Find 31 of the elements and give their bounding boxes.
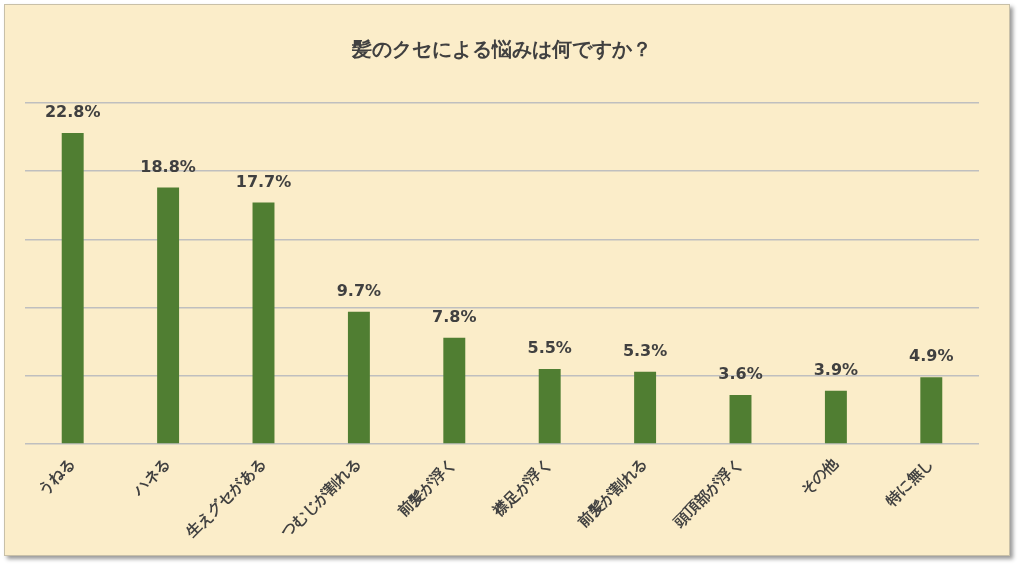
data-label: 4.9% (909, 346, 954, 366)
data-label: 3.9% (813, 359, 859, 379)
data-label: 3.6% (718, 364, 763, 384)
bar (538, 369, 561, 444)
x-tick-label: 襟足が浮く (488, 454, 556, 521)
x-tick-label: ハネる (128, 454, 174, 500)
chart-title: 髪のクセによる悩みは何ですか？ (351, 37, 652, 62)
bar (920, 377, 943, 444)
data-label: 7.8% (432, 306, 477, 326)
x-tick-label: 前髪が浮く (393, 454, 460, 521)
x-tick-label: その他 (796, 453, 843, 499)
bar (729, 394, 752, 444)
data-label: 22.8% (44, 102, 101, 122)
data-label: 9.7% (336, 280, 382, 300)
data-label: 17.7% (235, 171, 292, 191)
bar (824, 390, 847, 444)
bar (61, 133, 84, 444)
x-tick-label: 特に無し (881, 454, 937, 511)
bar (252, 202, 275, 444)
data-label: 5.3% (622, 340, 668, 360)
x-tick-label: つむじが割れる (276, 454, 365, 542)
data-label: 18.8% (140, 156, 196, 176)
bar (443, 337, 466, 444)
x-tick-label: 頭頂部が浮く (669, 454, 747, 532)
bar (157, 187, 180, 444)
data-label: 5.5% (527, 338, 572, 358)
bar (634, 371, 657, 444)
bar (347, 311, 370, 444)
x-tick-label: うねる (33, 454, 79, 499)
x-tick-label: 生えグセがある (181, 454, 270, 542)
x-tick-label: 前髪が割れる (573, 454, 651, 532)
